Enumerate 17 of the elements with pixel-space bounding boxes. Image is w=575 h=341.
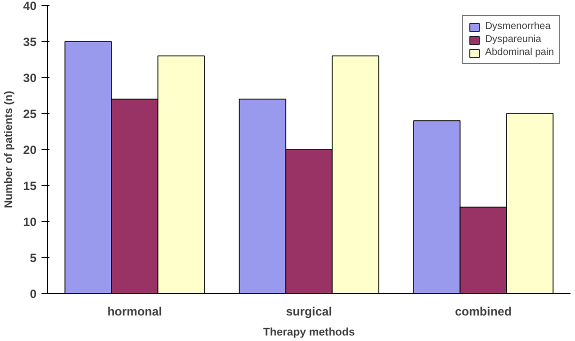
y-tick-label: 0: [30, 287, 37, 301]
legend-label: Abdominal pain: [485, 47, 554, 58]
y-tick-label: 30: [23, 71, 37, 85]
x-axis-title: Therapy methods: [263, 326, 355, 338]
y-tick-label: 20: [23, 143, 37, 157]
y-tick-label: 15: [23, 179, 37, 193]
x-tick-label: combined: [454, 304, 512, 318]
y-axis-title: Number of patients (n): [3, 90, 16, 208]
y-tick-label: 40: [23, 0, 37, 13]
legend-label: Dyspareunia: [485, 34, 542, 45]
y-tick-label: 10: [23, 215, 37, 229]
y-tick-label: 5: [30, 251, 37, 265]
x-tick-label: surgical: [286, 304, 332, 318]
y-tick-label: 35: [23, 35, 37, 49]
x-tick-label: hormonal: [107, 304, 162, 318]
y-tick-label: 25: [23, 107, 37, 121]
legend-label: Dysmenorrhea: [485, 21, 551, 32]
